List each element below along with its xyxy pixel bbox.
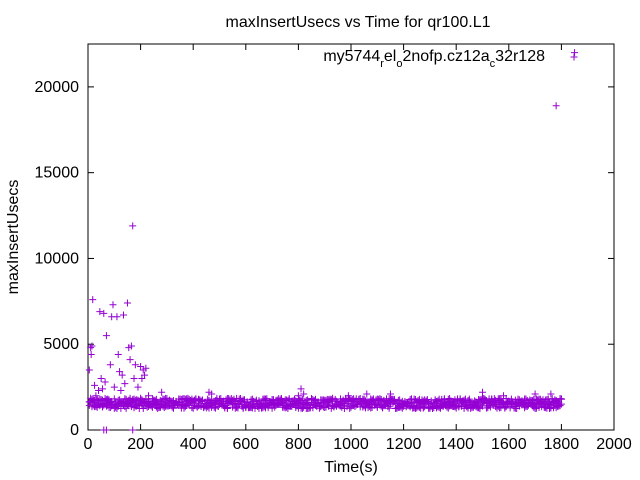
data-point (87, 344, 95, 352)
data-point (557, 400, 565, 408)
data-point (129, 222, 137, 230)
data-point (88, 342, 96, 350)
data-point (344, 392, 352, 400)
legend-marker-plus (570, 53, 578, 61)
y-tick-label: 20000 (35, 79, 80, 96)
data-point (127, 342, 135, 350)
data-point (547, 390, 555, 398)
data-point (473, 399, 481, 407)
data-point (531, 390, 539, 398)
data-point (158, 388, 166, 396)
x-tick-label: 1000 (333, 436, 369, 453)
data-point (142, 364, 150, 372)
data-point (385, 404, 393, 412)
data-point (543, 396, 551, 404)
legend-series-label: my5744relo2nofp.cz12ac32r128 (323, 48, 545, 70)
data-point (85, 366, 93, 374)
data-point (104, 395, 112, 403)
data-point (421, 403, 429, 411)
x-tick-label: 1600 (491, 436, 527, 453)
x-tick-label: 1200 (386, 436, 422, 453)
data-point (141, 371, 149, 379)
data-point (121, 380, 129, 388)
data-point (98, 385, 106, 393)
data-point (120, 311, 128, 319)
data-point (106, 361, 114, 369)
data-point (92, 392, 100, 400)
data-point (130, 375, 138, 383)
data-point (551, 396, 559, 404)
data-point (423, 395, 431, 403)
x-tick-label: 1800 (544, 436, 580, 453)
x-tick-label: 200 (127, 436, 154, 453)
data-point (109, 301, 117, 309)
x-tick-label: 600 (232, 436, 259, 453)
data-point (363, 390, 371, 398)
chart-title: maxInsertUsecs vs Time for qr100.L1 (226, 14, 491, 31)
data-point (89, 296, 97, 304)
x-tick-label: 2000 (596, 436, 632, 453)
y-axis-ticks: 0 5000 10000 15000 20000 (35, 79, 614, 439)
data-point (102, 426, 110, 434)
data-point (91, 381, 99, 389)
data-point (465, 395, 473, 403)
data-point (208, 390, 216, 398)
legend-series-marker (570, 53, 578, 61)
data-point (386, 390, 394, 398)
data-point (129, 426, 137, 434)
data-point (118, 371, 126, 379)
data-point (552, 102, 560, 110)
x-tick-label: 800 (285, 436, 312, 453)
y-axis-label: maxInsertUsecs (5, 180, 22, 295)
data-point (297, 385, 305, 393)
data-point (97, 375, 105, 383)
data-point (346, 404, 354, 412)
data-point (113, 313, 121, 321)
data-point (123, 299, 131, 307)
data-point (131, 361, 139, 369)
data-point (298, 395, 306, 403)
data-point (479, 388, 486, 396)
data-point (117, 387, 125, 395)
plot-frame (87, 43, 615, 431)
data-point (101, 378, 109, 386)
x-tick-label: 1400 (438, 436, 474, 453)
x-tick-label: 400 (180, 436, 207, 453)
x-tick-label: 0 (84, 436, 93, 453)
x-axis-label: Time(s) (324, 459, 378, 476)
data-point (137, 394, 145, 402)
data-point (300, 390, 308, 398)
y-tick-label: 15000 (35, 165, 80, 182)
data-point (243, 398, 251, 406)
y-tick-label: 5000 (43, 336, 79, 353)
data-point (144, 392, 152, 400)
data-point (152, 395, 160, 403)
data-point (134, 400, 142, 408)
data-point (95, 387, 103, 395)
data-point (110, 383, 118, 391)
series-points (85, 49, 579, 434)
data-point (96, 308, 104, 316)
data-point (367, 404, 375, 412)
data-point (87, 351, 95, 359)
data-point (500, 392, 508, 400)
data-point (100, 309, 108, 317)
y-tick-label: 10000 (35, 250, 80, 267)
data-point (126, 356, 134, 364)
y-tick-label: 0 (70, 422, 79, 439)
data-point (114, 351, 122, 359)
data-point (102, 332, 110, 340)
data-point (294, 392, 302, 400)
data-point (376, 395, 384, 403)
x-axis-ticks: 0 200 400 600 800 1000 1200 1400 1600 1800 2000 (84, 44, 632, 453)
data-point (134, 383, 142, 391)
data-point (571, 49, 579, 57)
legend: my5744relo2nofp.cz12ac32r128 (323, 48, 578, 70)
data-point (556, 402, 564, 410)
